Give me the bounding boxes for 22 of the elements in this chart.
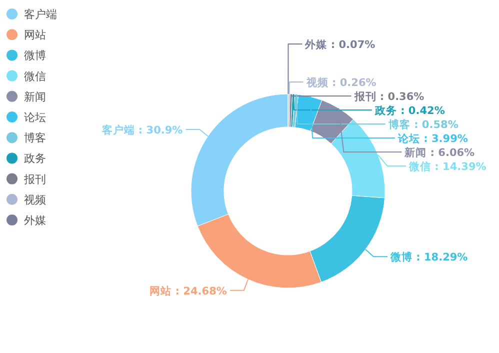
- legend-label: 微信: [24, 70, 46, 83]
- legend-label: 报刊: [23, 172, 46, 186]
- legend-label: 网站: [24, 28, 46, 42]
- data-label: 报刊 : 0.36%: [353, 90, 425, 104]
- legend-label: 政务: [24, 152, 46, 166]
- data-label: 网站 : 24.68%: [150, 284, 228, 298]
- data-label: 客户端 : 30.9%: [100, 123, 184, 136]
- legend-label: 新闻: [24, 90, 46, 104]
- data-label: 外媒 : 0.07%: [304, 38, 376, 51]
- data-label: 新闻 : 6.06%: [404, 146, 476, 160]
- data-label: 博客 : 0.58%: [387, 118, 459, 132]
- data-label: 论坛 : 3.99%: [396, 132, 468, 146]
- legend-label: 微博: [24, 49, 46, 62]
- legend-label: 视频: [24, 193, 46, 206]
- data-label: 政务 : 0.42%: [374, 104, 446, 118]
- data-label: 微博 : 18.29%: [389, 250, 468, 264]
- data-label: 视频 : 0.26%: [305, 76, 377, 90]
- legend-label: 博客: [24, 132, 46, 145]
- data-label: 微信 : 14.39%: [408, 160, 487, 174]
- legend-label: 论坛: [24, 111, 46, 124]
- legend-label: 客户端: [24, 8, 57, 21]
- legend-label: 外媒: [24, 214, 46, 227]
